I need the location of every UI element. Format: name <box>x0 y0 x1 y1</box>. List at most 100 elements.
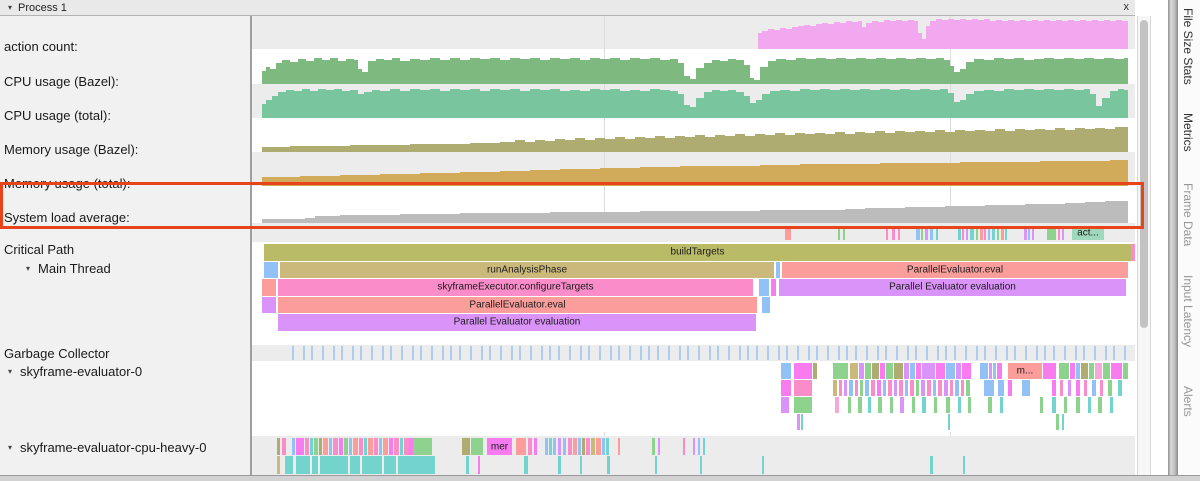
trace-span[interactable] <box>771 279 776 296</box>
cpu-heavy-event[interactable] <box>568 438 572 455</box>
cpu-heavy-event[interactable] <box>379 438 382 455</box>
gc-event[interactable] <box>885 346 887 360</box>
cpu-heavy-event[interactable] <box>344 438 348 455</box>
critical-path-event[interactable] <box>1032 226 1034 240</box>
gc-event[interactable] <box>816 346 818 360</box>
cpu-heavy-event[interactable] <box>413 438 432 455</box>
trace-span[interactable] <box>762 296 770 313</box>
cpu-heavy-event[interactable] <box>596 438 601 455</box>
evaluator-event[interactable] <box>781 397 789 413</box>
evaluator-event[interactable] <box>1111 363 1122 379</box>
gc-event[interactable] <box>360 346 362 360</box>
cpu-heavy-event[interactable] <box>578 438 581 455</box>
evaluator-event[interactable] <box>984 380 994 396</box>
gc-event[interactable] <box>945 346 947 360</box>
gc-event[interactable] <box>333 346 335 360</box>
gc-event[interactable] <box>778 346 780 360</box>
trace-span[interactable] <box>262 279 276 296</box>
cpu-heavy-event[interactable] <box>285 456 293 474</box>
cpu-heavy-event[interactable] <box>652 438 655 455</box>
evaluator-event[interactable] <box>1100 380 1103 396</box>
evaluator-event[interactable] <box>880 363 885 379</box>
evaluator-event[interactable] <box>894 363 903 379</box>
gc-event[interactable] <box>907 346 909 360</box>
gc-event[interactable] <box>431 346 433 360</box>
gc-event[interactable] <box>747 346 749 360</box>
vertical-scrollbar[interactable] <box>1137 16 1151 475</box>
evaluator-event[interactable] <box>998 380 1004 396</box>
evaluator-event[interactable] <box>781 380 791 396</box>
evaluator-event[interactable] <box>910 363 915 379</box>
evaluator-event[interactable] <box>886 363 893 379</box>
trace-span[interactable]: buildTargets <box>264 244 1131 261</box>
cpu-heavy-event[interactable] <box>282 438 286 455</box>
gc-event[interactable] <box>728 346 730 360</box>
evaluator-event[interactable] <box>988 397 992 413</box>
gc-event[interactable] <box>541 346 543 360</box>
critical-path-event[interactable] <box>1005 226 1007 240</box>
evaluator-event[interactable] <box>934 397 937 413</box>
gc-event[interactable] <box>846 346 848 360</box>
gc-event[interactable] <box>352 346 354 360</box>
evaluator-event[interactable] <box>1070 363 1075 379</box>
gc-event[interactable] <box>341 346 343 360</box>
gc-event[interactable] <box>756 346 758 360</box>
cpu-heavy-event[interactable] <box>582 438 585 455</box>
evaluator-event[interactable] <box>794 380 812 396</box>
evaluator-event[interactable] <box>865 363 871 379</box>
gc-event[interactable] <box>420 346 422 360</box>
evaluator-event[interactable] <box>944 380 948 396</box>
cpu-heavy-event[interactable] <box>312 456 318 474</box>
evaluator-event[interactable] <box>894 380 897 396</box>
cpu-heavy-event[interactable] <box>362 456 382 474</box>
evaluator-event[interactable] <box>1095 363 1102 379</box>
evaluator-event[interactable] <box>794 397 812 413</box>
cpu-heavy-event[interactable] <box>398 456 435 474</box>
evaluator-event[interactable] <box>794 363 812 379</box>
gc-event[interactable] <box>717 346 719 360</box>
critical-path-event[interactable] <box>930 226 933 240</box>
critical-path-event[interactable] <box>886 226 888 240</box>
cpu-heavy-event[interactable] <box>310 438 313 455</box>
evaluator-event[interactable] <box>1022 380 1030 396</box>
chevron-down-icon[interactable]: ▾ <box>26 264 31 273</box>
gc-event[interactable] <box>954 346 956 360</box>
evaluator-event[interactable] <box>1123 363 1128 379</box>
cpu-heavy-event[interactable] <box>462 438 470 455</box>
tab-alerts[interactable]: Alerts <box>1181 386 1195 417</box>
gc-event[interactable] <box>303 346 305 360</box>
cpu-heavy-event[interactable] <box>368 438 373 455</box>
evaluator-event[interactable] <box>1076 363 1080 379</box>
critical-path-event[interactable] <box>976 226 978 240</box>
cpu-heavy-event[interactable] <box>350 456 360 474</box>
gc-event[interactable] <box>530 346 532 360</box>
trace-span[interactable] <box>776 261 780 278</box>
cpu-heavy-event[interactable] <box>528 438 532 455</box>
cpu-heavy-event[interactable] <box>394 438 399 455</box>
cpu-heavy-event[interactable] <box>580 456 582 474</box>
evaluator-event[interactable] <box>904 363 909 379</box>
evaluator-event[interactable] <box>1052 380 1056 396</box>
evaluator-event[interactable] <box>899 380 903 396</box>
gc-event[interactable] <box>481 346 483 360</box>
cpu-heavy-event[interactable] <box>930 456 933 474</box>
evaluator-event[interactable] <box>1084 380 1087 396</box>
evaluator-event[interactable] <box>848 397 851 413</box>
gc-event[interactable] <box>511 346 513 360</box>
evaluator-event[interactable] <box>1103 363 1110 379</box>
gc-event[interactable] <box>549 346 551 360</box>
gc-event[interactable] <box>786 346 788 360</box>
gc-event[interactable] <box>382 346 384 360</box>
gc-event[interactable] <box>489 346 491 360</box>
gc-event[interactable] <box>569 346 571 360</box>
evaluator-event[interactable] <box>1098 397 1102 413</box>
cpu-heavy-event[interactable] <box>683 438 685 455</box>
evaluator-event[interactable] <box>936 363 945 379</box>
critical-path-event[interactable] <box>992 226 995 240</box>
cpu-heavy-event[interactable] <box>320 456 348 474</box>
gc-event[interactable] <box>618 346 620 360</box>
trace-span[interactable] <box>1131 244 1135 261</box>
gc-event[interactable] <box>877 346 879 360</box>
evaluator-event[interactable] <box>1008 380 1012 396</box>
evaluator-event[interactable] <box>858 397 862 413</box>
